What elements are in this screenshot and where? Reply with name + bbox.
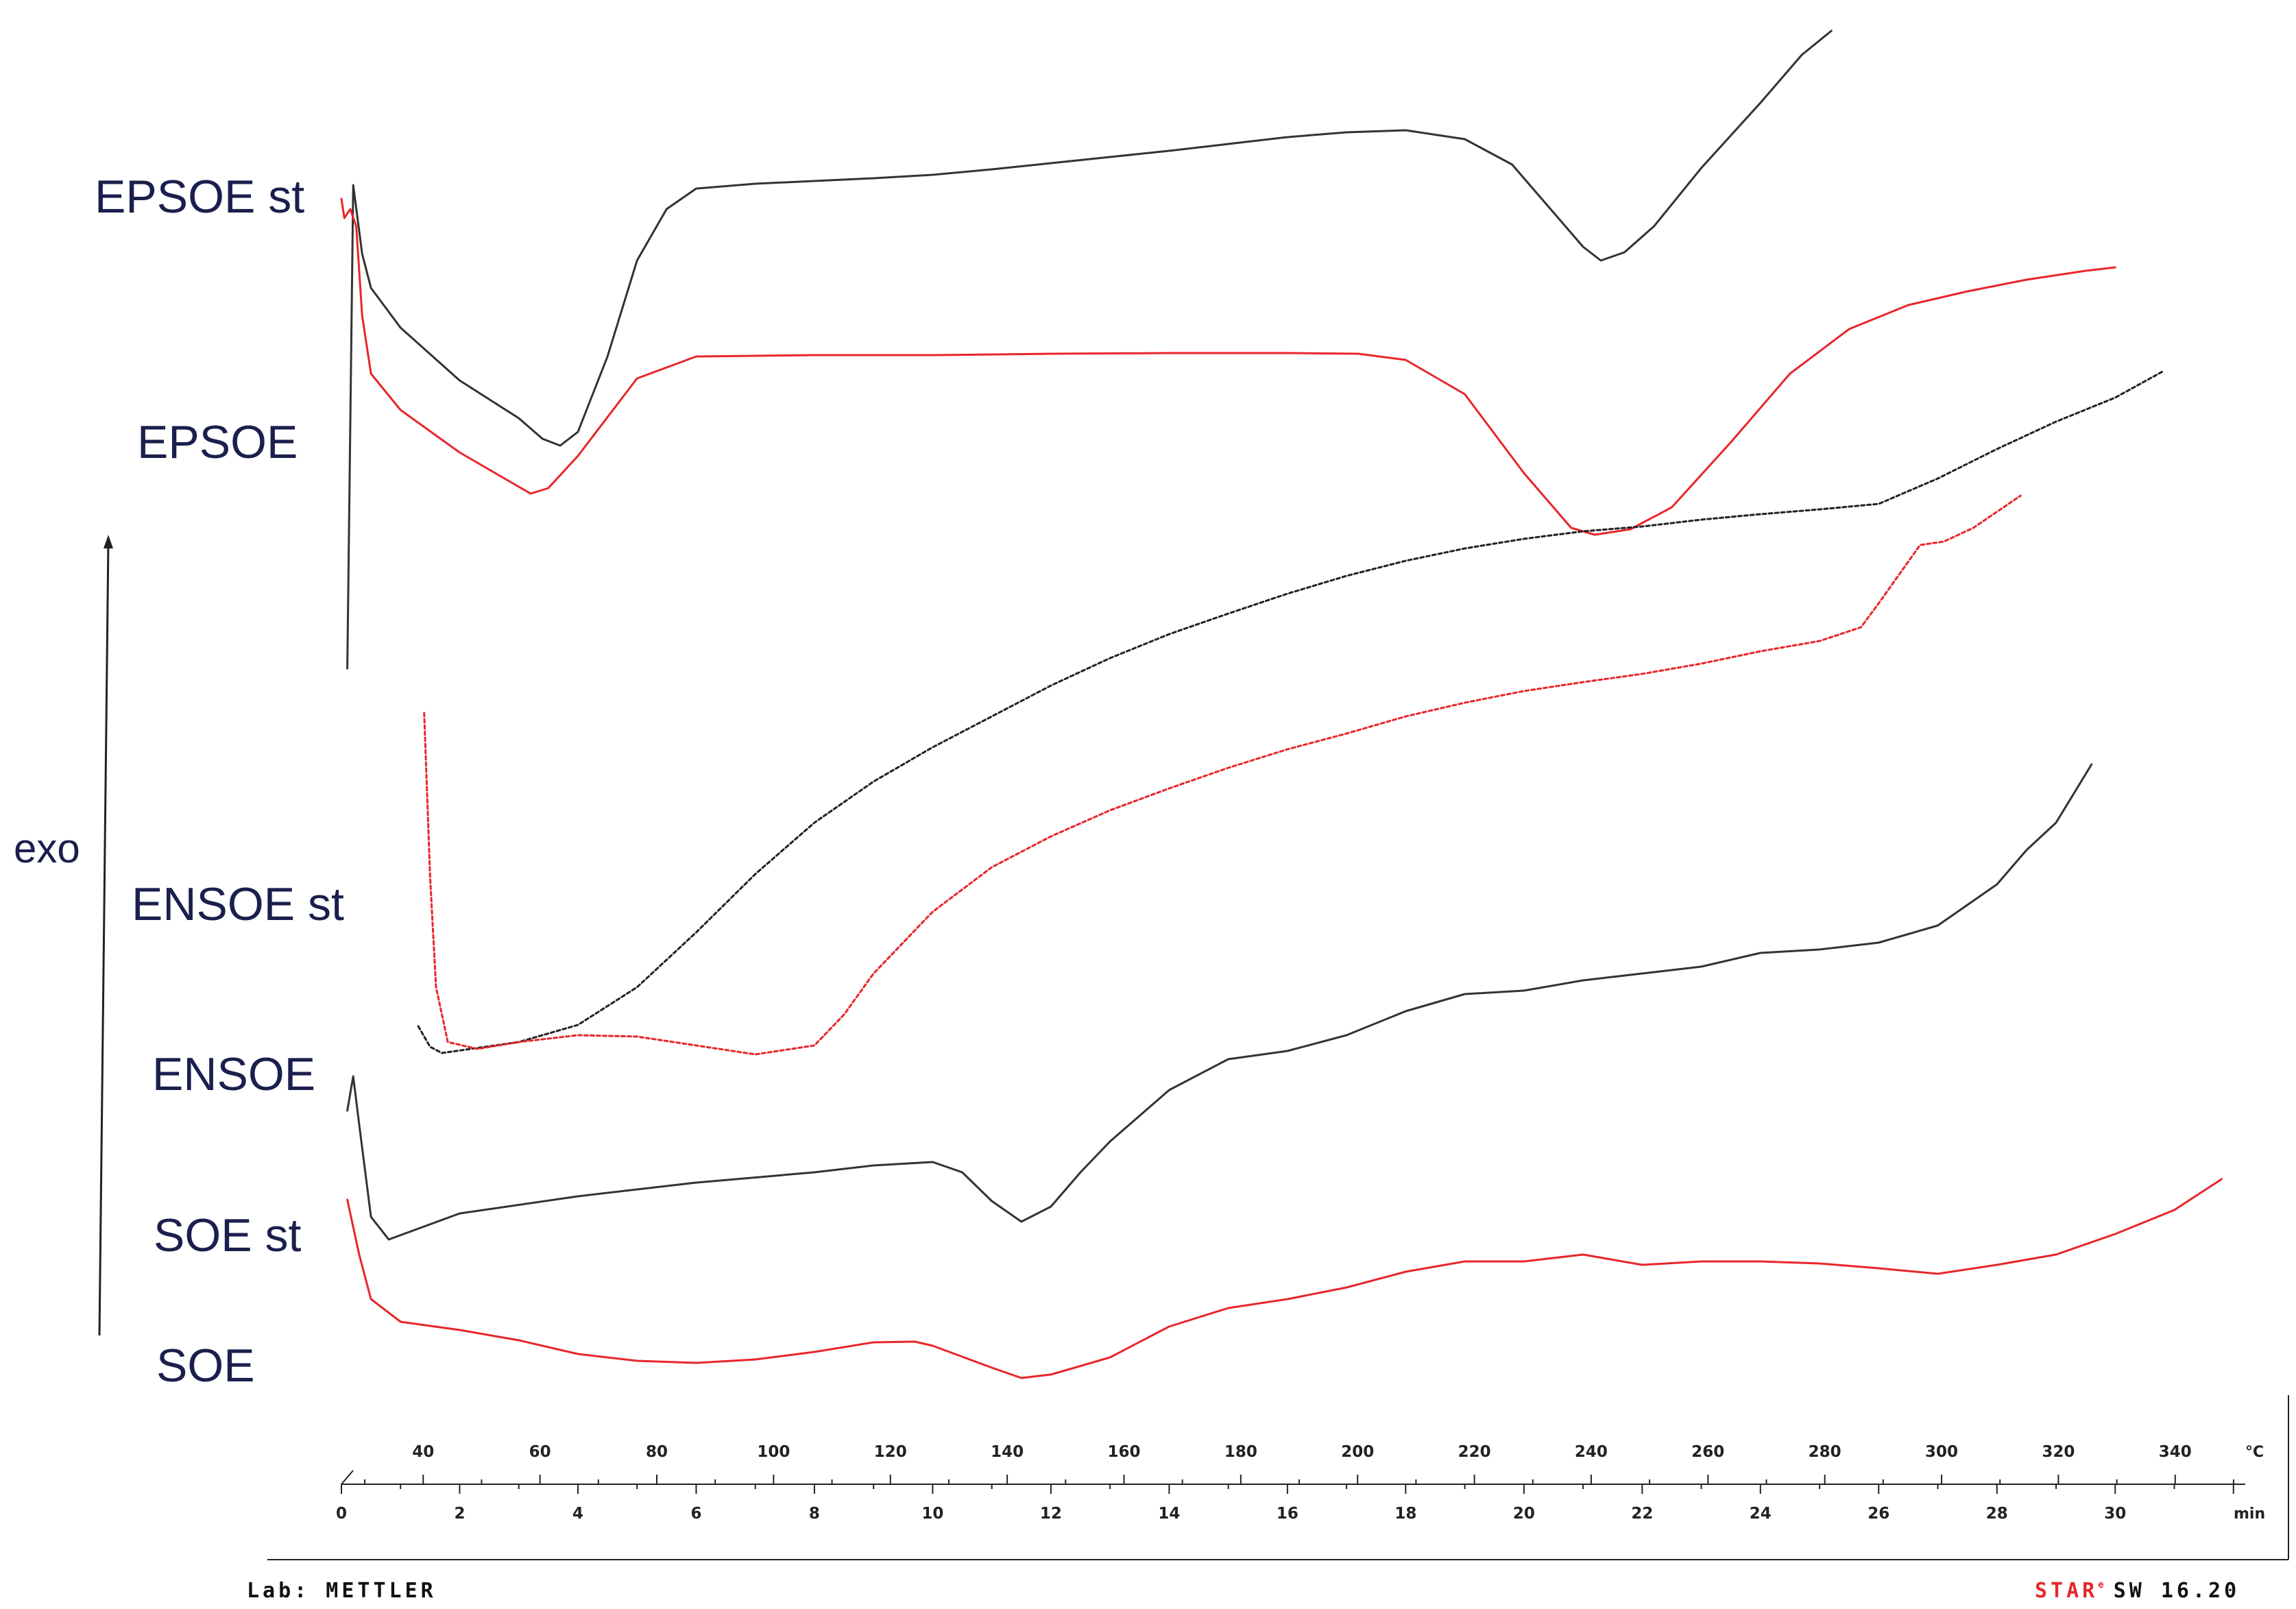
footer: Lab: METTLER STARe SW 16.20 [247,1579,2240,1603]
time-tick-label: 8 [809,1505,820,1523]
curve-soe [346,1178,2223,1379]
series-label-epsoe: EPSOE [137,416,298,468]
software-label: SW 16.20 [2114,1579,2240,1603]
time-tick-label: 16 [1277,1505,1298,1523]
series-labels: EPSOE st EPSOE ENSOE st ENSOE SOE st SOE [95,171,344,1392]
temperature-tick-label: 120 [874,1443,907,1461]
lab-label: Lab: METTLER [247,1579,437,1603]
curve-soe-st [346,763,2093,1241]
temperature-tick-label: 60 [529,1443,551,1461]
star-mark: e [2098,1580,2103,1590]
temperature-ticks: 40 60 80 100 120 140 160 180 200 220 240 260 280 300 3… [364,1443,2264,1484]
curve-ensoe-st [417,370,2164,1054]
time-tick-label: 12 [1040,1505,1062,1523]
series-label-soe: SOE [156,1340,255,1392]
x-axis: 40 60 80 100 120 140 160 180 200 220 240 260 280 300 3… [267,1395,2289,1560]
temperature-tick-label: 220 [1458,1443,1491,1461]
series-label-soe-st: SOE st [154,1209,301,1261]
temperature-tick-label: 260 [1691,1443,1724,1461]
temperature-tick-label: 140 [991,1443,1024,1461]
temperature-tick-label: 160 [1107,1443,1140,1461]
time-tick-label: 22 [1631,1505,1653,1523]
time-tick-label: 20 [1513,1505,1535,1523]
temperature-tick-label: 100 [757,1443,790,1461]
series-label-epsoe-st: EPSOE st [95,171,304,223]
temperature-tick-label: 240 [1575,1443,1608,1461]
time-tick-label: 26 [1868,1505,1889,1523]
curve-epsoe [340,197,2116,536]
curve-epsoe-st [346,29,1833,670]
series-label-ensoe-st: ENSOE st [132,878,344,930]
time-tick-label: 30 [2104,1505,2126,1523]
temperature-tick-label: 180 [1224,1443,1257,1461]
time-tick-label: 18 [1394,1505,1416,1523]
time-tick-label: 2 [454,1505,465,1523]
time-ticks: 0 2 4 6 8 10 12 14 16 18 20 22 24 26 28 30 min [336,1484,2265,1523]
temperature-tick-label: 300 [1925,1443,1958,1461]
temperature-tick-label: 80 [646,1443,668,1461]
time-tick-label: 14 [1158,1505,1180,1523]
series-label-ensoe: ENSOE [152,1048,315,1100]
time-tick-label: 24 [1750,1505,1772,1523]
time-tick-label: 4 [572,1505,583,1523]
temperature-tick-label: 280 [1809,1443,1841,1461]
software-version: STARe SW 16.20 [2035,1579,2240,1603]
star-logo: STAR [2035,1579,2098,1603]
temperature-tick-label: 200 [1341,1443,1374,1461]
temperature-tick-label: 40 [412,1443,434,1461]
time-tick-label: 6 [690,1505,701,1523]
time-unit: min [2234,1505,2265,1523]
time-tick-label: 28 [1986,1505,2008,1523]
temperature-tick-label: 320 [2042,1443,2075,1461]
time-tick-label: 10 [921,1505,943,1523]
temperature-unit: °C [2245,1444,2264,1461]
exo-axis: exo [14,535,113,1336]
curve-ensoe [423,494,2022,1056]
exo-label: exo [14,825,80,871]
temperature-tick-label: 340 [2159,1443,2192,1461]
dsc-curves [340,29,2223,1379]
time-tick-label: 0 [336,1505,347,1523]
